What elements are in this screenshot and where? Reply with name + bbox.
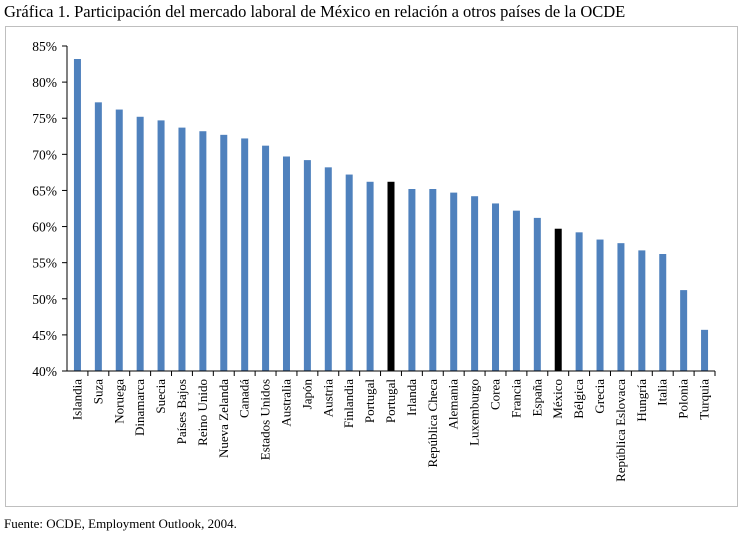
y-tick-label: 65% [32, 183, 57, 198]
bar-27 [638, 250, 646, 371]
y-tick-label: 75% [32, 111, 57, 126]
x-tick-label: Polonia [676, 379, 691, 419]
bar-17 [429, 189, 437, 371]
x-tick-label: Bélgica [571, 379, 586, 419]
x-tick-label: Islandia [69, 379, 84, 420]
y-tick-label: 70% [32, 147, 57, 162]
bar-5 [178, 127, 186, 371]
x-tick-label: España [529, 379, 544, 417]
x-tick-label: Canadá [237, 379, 252, 418]
bar-26 [617, 243, 625, 371]
bar-0 [73, 59, 81, 371]
bar-20 [492, 203, 500, 371]
x-tick-label: Italia [655, 379, 670, 406]
bar-25 [596, 239, 604, 371]
x-tick-label: Suza [90, 379, 105, 405]
x-tick-label: Japón [299, 379, 314, 410]
y-tick-label: 45% [32, 328, 57, 343]
bar-8 [241, 138, 249, 371]
bar-18 [450, 192, 458, 371]
bar-30 [701, 329, 709, 371]
x-tick-label: República Eslovaca [613, 379, 628, 482]
bars [73, 59, 709, 372]
bar-3 [136, 116, 144, 372]
bar-9 [262, 145, 270, 371]
x-tick-label: República Checa [425, 379, 440, 468]
x-tick-label: Países Bajos [174, 379, 189, 444]
x-axis: Islandia Suza Noruega Dinamarca Suecia Países… [67, 370, 716, 482]
x-tick-label: Corea [488, 379, 503, 410]
x-tick-label: Grecia [592, 379, 607, 414]
x-tick-label: Noruega [111, 379, 126, 424]
x-tick-label: Francia [508, 379, 523, 418]
chart-title: Gráfica 1. Participación del mercado lab… [4, 2, 626, 21]
bar-14 [366, 181, 374, 371]
source-note: Fuente: OCDE, Employment Outlook, 2004. [4, 516, 237, 531]
bar-22 [533, 217, 541, 371]
bar-1 [94, 102, 102, 371]
bar-10 [282, 156, 290, 371]
x-tick-label: Austria [320, 379, 335, 418]
y-tick-label: 80% [32, 75, 57, 90]
x-tick-label: Reino Unido [195, 379, 210, 446]
y-tick-label: 55% [32, 256, 57, 271]
x-tick-label: Hungría [634, 379, 649, 422]
x-tick-label: Finlandia [341, 379, 356, 428]
x-tick-label: Estados Unidos [258, 379, 273, 460]
x-tick-label: Australia [278, 379, 293, 427]
y-tick-label: 50% [32, 292, 57, 307]
x-tick-label: Suecia [153, 379, 168, 414]
bar-16 [408, 189, 416, 371]
bar-11 [303, 160, 311, 371]
x-tick-label: Dinamarca [132, 379, 147, 436]
bar-2 [115, 109, 123, 372]
bar-23 [554, 228, 562, 371]
x-tick-label: Luxemburgo [467, 379, 482, 446]
bar-7 [220, 134, 228, 371]
y-axis: 40% 45% 50% 55% 60% 65% 70% 75% 80% 85% [32, 39, 68, 379]
x-tick-label: Turquia [697, 379, 712, 420]
bar-29 [680, 290, 688, 371]
bar-19 [471, 196, 479, 371]
bar-24 [575, 232, 583, 371]
bar-12 [324, 167, 332, 371]
bar-13 [345, 174, 353, 371]
x-tick-label: Portugal [362, 379, 377, 423]
x-tick-label: Portugal [383, 379, 398, 423]
bar-15 [387, 181, 395, 371]
y-tick-label: 60% [32, 220, 57, 235]
bar-28 [659, 254, 667, 371]
bar-6 [199, 131, 207, 371]
bar-4 [157, 120, 165, 371]
x-tick-label: México [550, 379, 565, 419]
y-tick-label: 85% [32, 39, 57, 54]
x-tick-label: Irlanda [404, 379, 419, 416]
x-tick-label: Nueva Zelanda [216, 379, 231, 458]
chart-frame [5, 26, 738, 507]
y-tick-label: 40% [32, 364, 57, 379]
bar-21 [512, 210, 520, 371]
x-tick-label: Alemania [446, 379, 461, 430]
